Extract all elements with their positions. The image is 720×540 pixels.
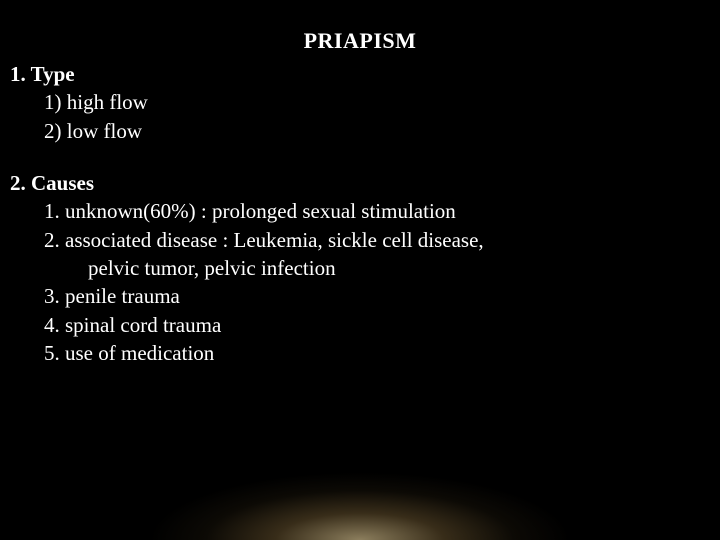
section-2: 2. Causes 1. unknown(60%) : prolonged se… — [10, 169, 700, 367]
spotlight-glow — [80, 340, 640, 540]
section-2-item-5: 5. use of medication — [10, 339, 700, 367]
slide: PRIAPISM 1. Type 1) high flow 2) low flo… — [0, 0, 720, 540]
section-1-item-2: 2) low flow — [10, 117, 700, 145]
section-2-item-4: 4. spinal cord trauma — [10, 311, 700, 339]
section-1-item-1: 1) high flow — [10, 88, 700, 116]
section-2-item-2: 2. associated disease : Leukemia, sickle… — [10, 226, 700, 254]
section-2-item-2-cont: pelvic tumor, pelvic infection — [10, 254, 700, 282]
section-1-heading: 1. Type — [10, 60, 700, 88]
slide-title: PRIAPISM — [0, 28, 720, 54]
slide-content: 1. Type 1) high flow 2) low flow 2. Caus… — [10, 60, 700, 367]
section-1: 1. Type 1) high flow 2) low flow — [10, 60, 700, 145]
section-2-item-3: 3. penile trauma — [10, 282, 700, 310]
section-2-item-1: 1. unknown(60%) : prolonged sexual stimu… — [10, 197, 700, 225]
section-2-heading: 2. Causes — [10, 169, 700, 197]
